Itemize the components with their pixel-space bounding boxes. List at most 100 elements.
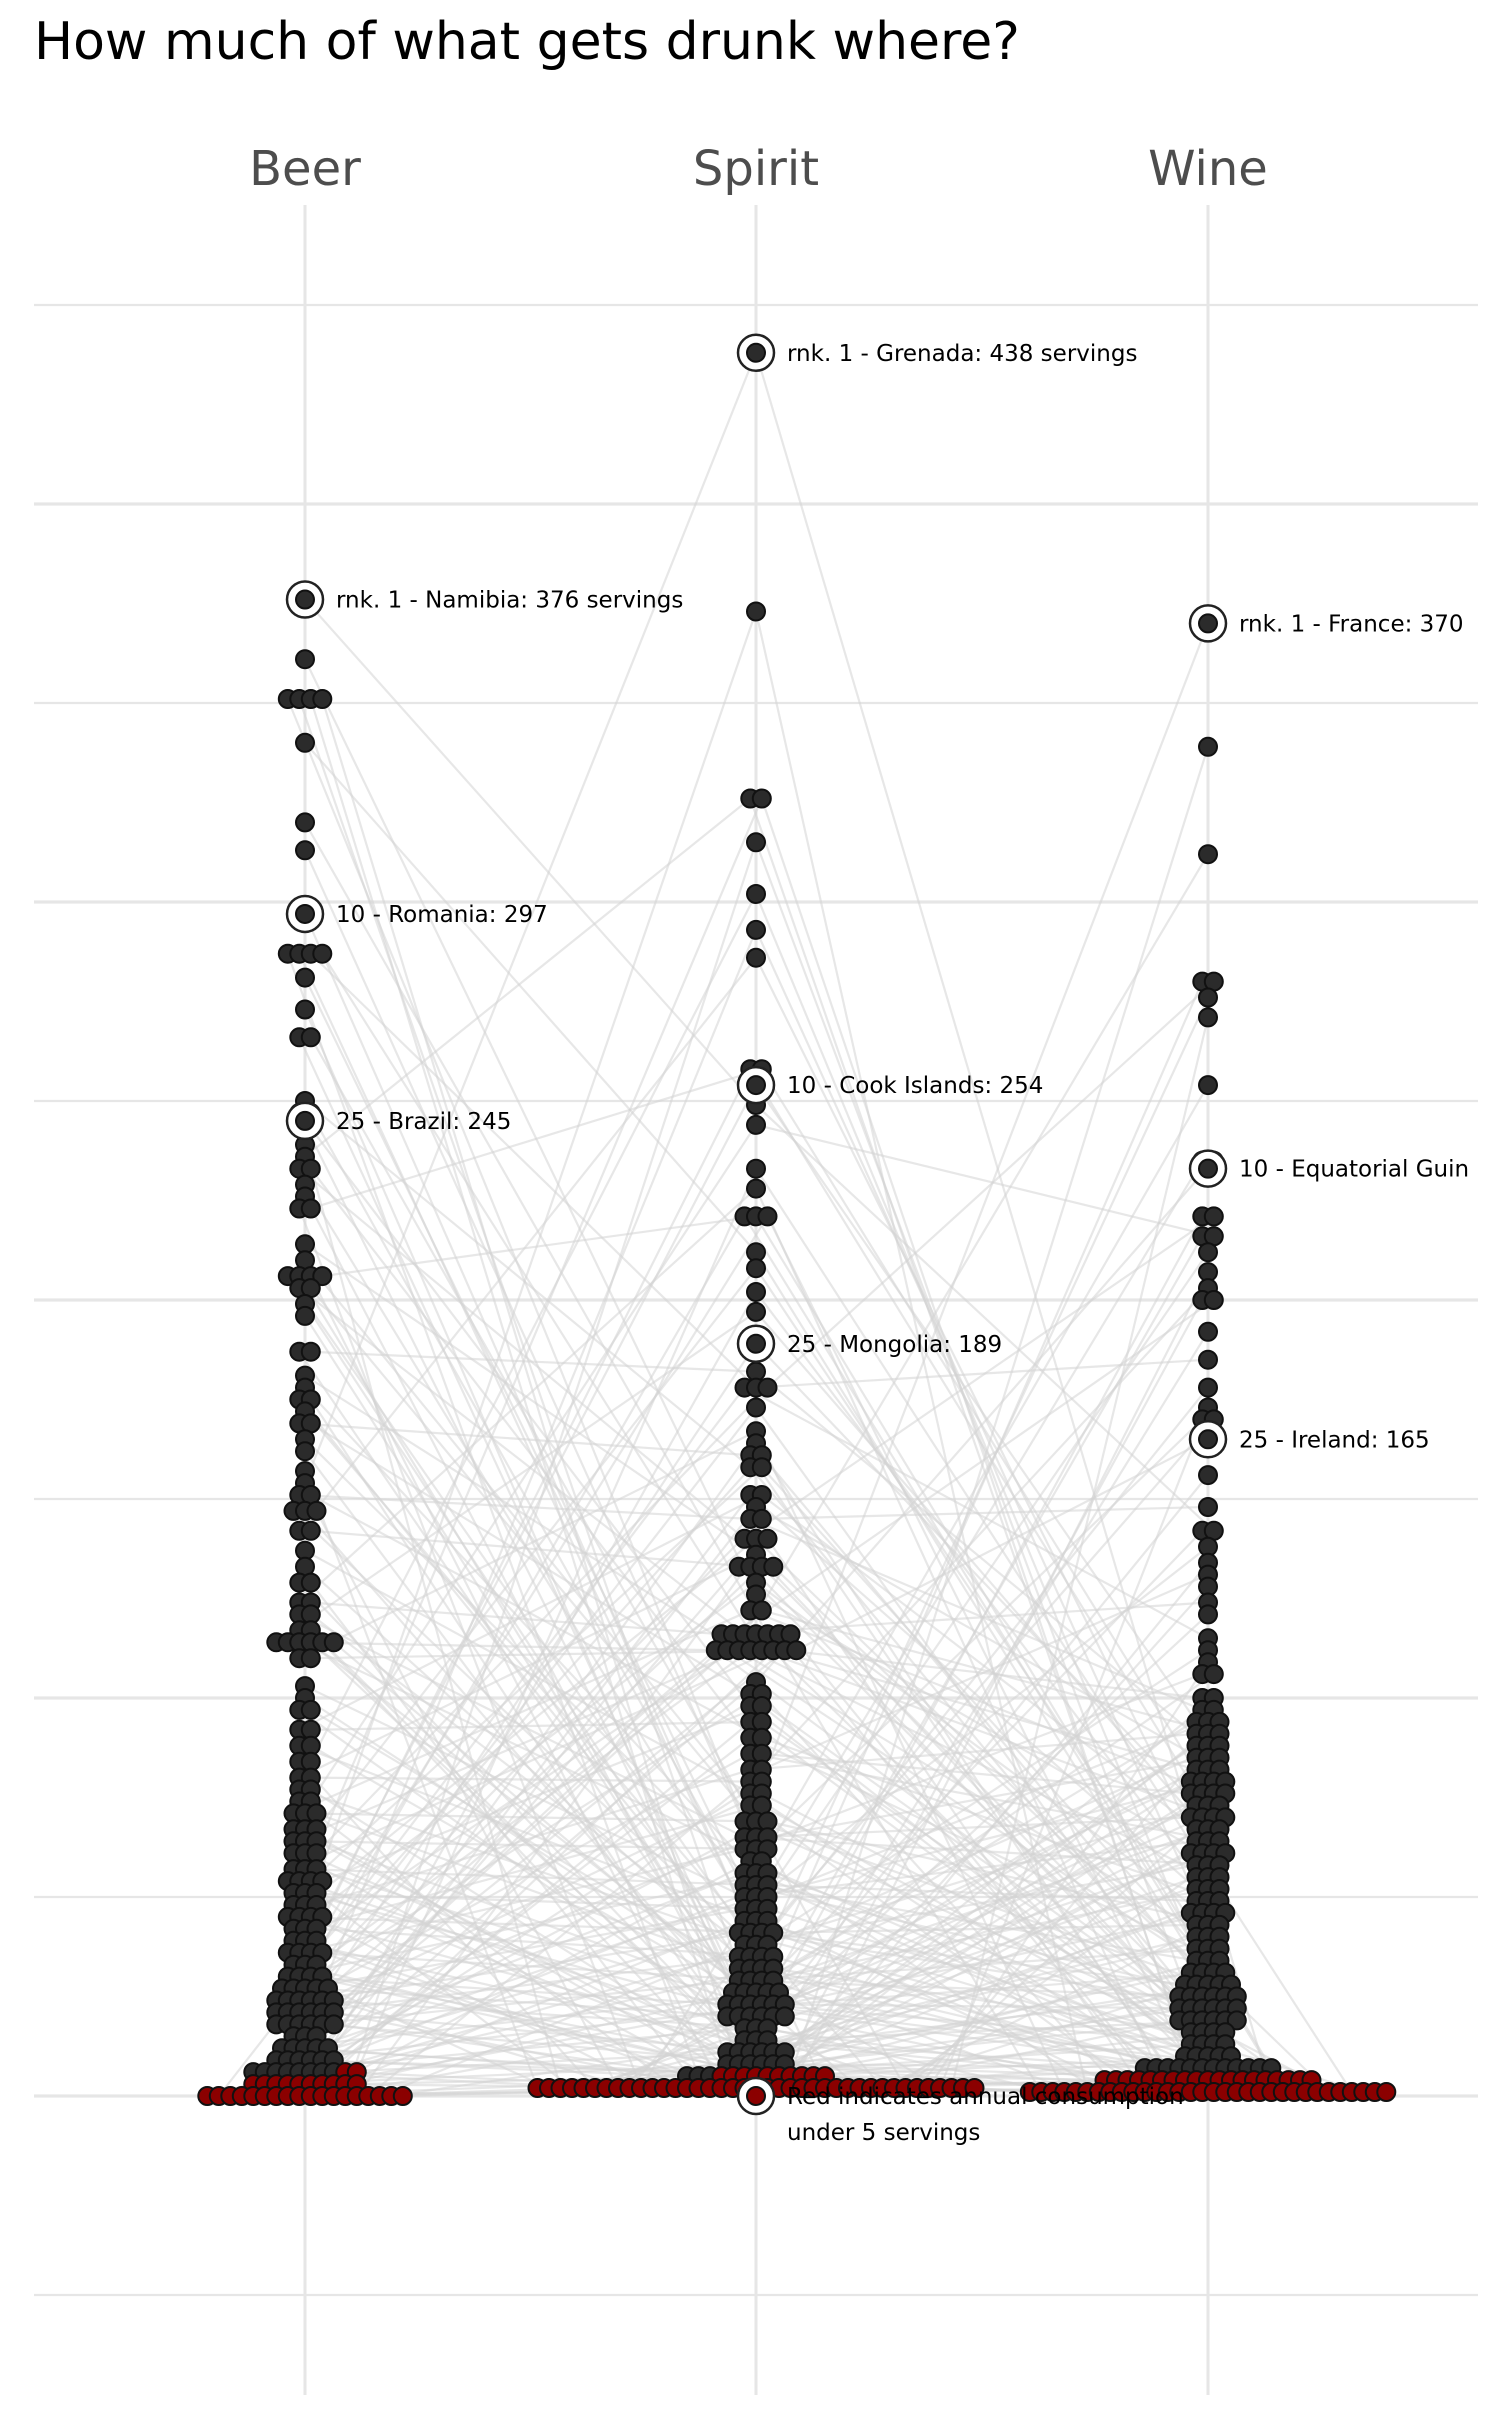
link-line xyxy=(327,1681,757,2050)
spirit-point xyxy=(964,2078,985,2098)
link-line xyxy=(303,352,758,1484)
link-line xyxy=(322,2015,774,2098)
link-line xyxy=(749,1649,1209,1879)
spirit-annotated-point xyxy=(746,1075,766,1096)
beer-point xyxy=(300,1027,321,1048)
link-line xyxy=(760,623,1210,1782)
link-line xyxy=(298,1187,757,1604)
link-line xyxy=(721,1911,1192,2078)
link-line xyxy=(754,352,1273,2093)
spirit-point xyxy=(746,832,766,853)
link-line xyxy=(275,1895,757,2062)
spirit-point xyxy=(746,1282,766,1302)
wine-point xyxy=(1226,2010,1247,2031)
wine-point xyxy=(1198,987,1218,1008)
link-line xyxy=(275,1068,752,2013)
link-line xyxy=(287,2003,785,2062)
link-line xyxy=(315,1267,757,1831)
link-line xyxy=(309,1629,780,2089)
link-line xyxy=(275,1215,746,2025)
link-line xyxy=(755,1804,1209,1946)
link-line xyxy=(755,2039,1157,2070)
wine-point xyxy=(1198,1497,1218,1517)
beer-point xyxy=(306,1500,327,1521)
link-line xyxy=(310,1919,745,2098)
link-line xyxy=(275,1311,757,1644)
link-line xyxy=(309,952,757,1389)
link-line xyxy=(755,1104,1215,1532)
link-line xyxy=(304,1812,757,1823)
beer-point xyxy=(300,1198,321,1219)
link-line xyxy=(789,746,1210,2077)
spirit-point xyxy=(746,1397,766,1418)
link-line xyxy=(303,849,758,1850)
spirit-point xyxy=(746,884,766,904)
link-line xyxy=(309,1291,757,2085)
link-line xyxy=(298,957,757,1532)
column-label-beer: Beer xyxy=(249,141,361,197)
link-line xyxy=(315,1649,751,1966)
link-line xyxy=(755,1506,1221,1771)
link-line xyxy=(761,1505,1209,1520)
link-line xyxy=(744,1872,1209,2082)
link-line xyxy=(298,1553,757,1779)
link-line xyxy=(309,1167,763,1755)
beer-point xyxy=(312,689,333,709)
link-line xyxy=(870,1983,1197,2090)
link-line xyxy=(750,1752,1220,1843)
link-line xyxy=(298,1880,918,2090)
link-line xyxy=(744,1864,1197,1946)
spirit-point xyxy=(751,1457,772,1478)
link-line xyxy=(287,1880,791,2078)
spirit-annotation-label: 25 - Mongolia: 189 xyxy=(787,1332,1002,1358)
link-line xyxy=(755,1123,1215,1238)
link-line xyxy=(309,1275,723,2089)
link-line xyxy=(333,1860,751,2086)
link-line xyxy=(264,1820,769,2086)
link-line xyxy=(761,1816,1226,2054)
link-line xyxy=(760,1693,1123,2093)
link-line xyxy=(304,742,757,1253)
link-line xyxy=(275,611,758,2001)
link-line xyxy=(743,853,1209,1635)
beer-point xyxy=(295,732,315,753)
beer-point xyxy=(295,812,315,833)
wine-point xyxy=(1376,2082,1397,2102)
link-line xyxy=(310,1350,757,1373)
link-line xyxy=(754,893,1215,1997)
beer-point xyxy=(323,2014,344,2035)
link-line xyxy=(738,1935,1220,2054)
link-line xyxy=(310,1744,786,2018)
annotation-line: under 5 servings xyxy=(787,2120,980,2146)
beer-point xyxy=(312,943,333,964)
link-line xyxy=(298,1721,751,2097)
link-line xyxy=(755,1084,1198,1723)
link-line xyxy=(766,1721,1221,2089)
link-line xyxy=(755,1159,1215,1683)
spirit-point xyxy=(746,1114,766,1135)
link-line xyxy=(304,977,746,1886)
link-line xyxy=(737,1565,1250,2069)
link-line xyxy=(761,1752,1191,1795)
spirit-point xyxy=(757,1528,778,1549)
spirit-annotation-label: rnk. 1 - Grenada: 438 servings xyxy=(787,341,1137,367)
annotation-line: Red indicates annual consumption xyxy=(787,2084,1184,2110)
link-line xyxy=(304,1804,763,1930)
spirit-annotated-point xyxy=(746,342,766,363)
wine-point xyxy=(1198,1242,1218,1263)
spirit-point xyxy=(746,1178,766,1199)
link-line xyxy=(743,1545,1209,1910)
beer-point xyxy=(392,2086,413,2106)
spirit-annotated-point xyxy=(746,2086,766,2106)
link-line xyxy=(784,1649,1203,1700)
wine-point xyxy=(1203,1664,1224,1685)
link-line xyxy=(315,1442,757,2049)
link-line xyxy=(761,1967,1180,2070)
link-line xyxy=(732,1899,1209,2090)
link-line xyxy=(304,1243,774,1568)
beer-annotation-label: 25 - Brazil: 245 xyxy=(336,1109,511,1135)
wine-point xyxy=(1198,1377,1218,1398)
spirit-point xyxy=(763,1556,784,1577)
link-line xyxy=(379,1943,745,2098)
link-line xyxy=(744,1919,1180,2094)
